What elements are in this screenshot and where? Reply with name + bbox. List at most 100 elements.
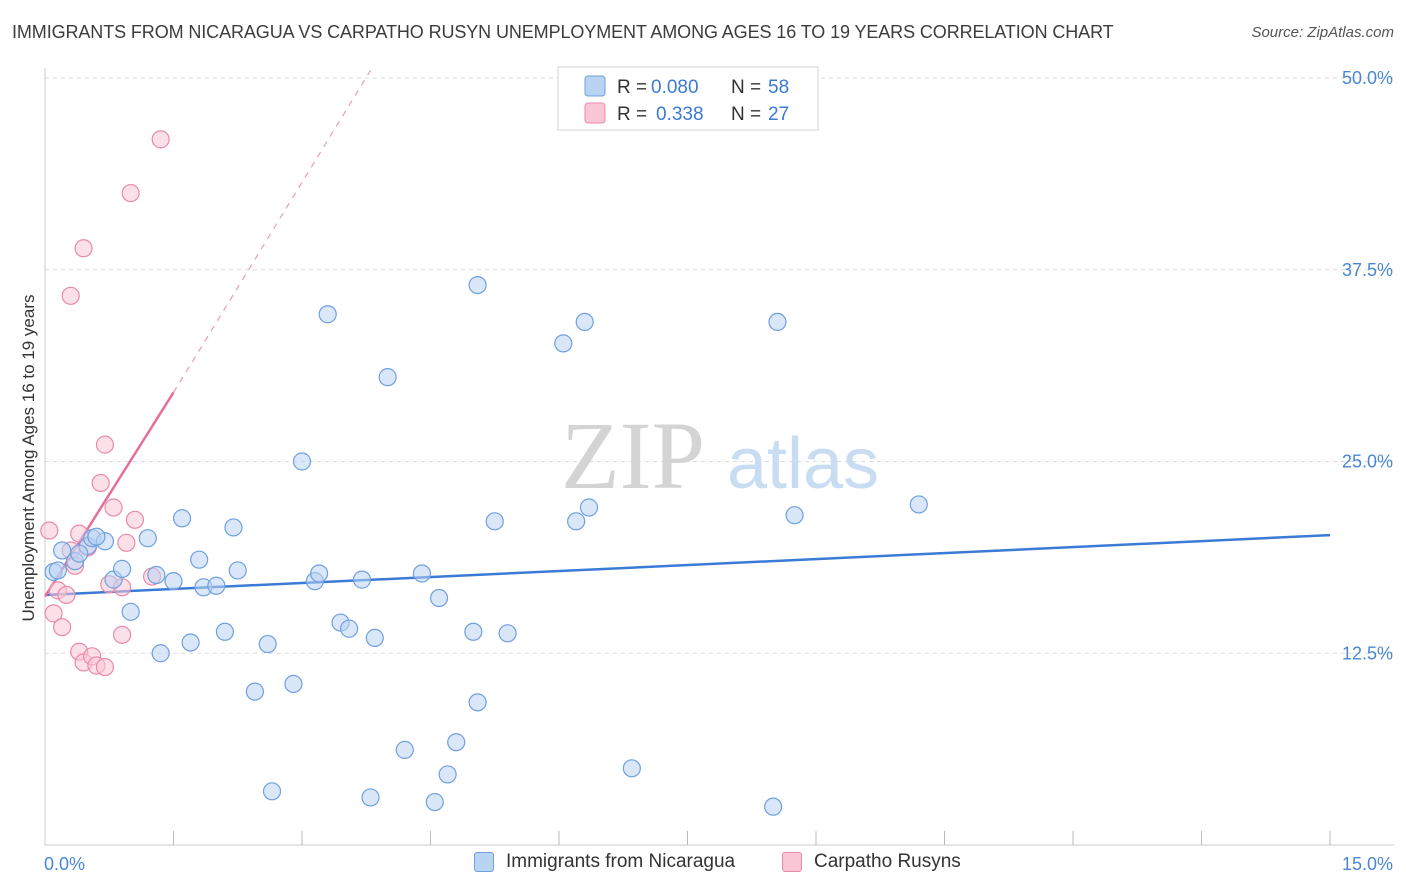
y-tick-label: 50.0% (1342, 68, 1393, 88)
legend-n-value: 58 (768, 77, 789, 98)
data-point-nicaragua (121, 602, 140, 621)
data-point-nicaragua (318, 305, 337, 324)
legend-swatch-pink (584, 102, 606, 124)
data-point-nicaragua (207, 576, 226, 595)
legend-n-label: N = (731, 104, 761, 125)
legend-item-carpatho: Carpatho Rusyns (782, 851, 961, 873)
data-point-nicaragua (164, 572, 183, 591)
data-point-carpatho (44, 604, 63, 623)
data-point-carpatho (95, 435, 115, 454)
data-point-nicaragua (622, 759, 641, 778)
legend-swatch-blue-bottom (474, 852, 494, 872)
data-point-carpatho (61, 286, 80, 305)
data-point-carpatho (57, 585, 76, 605)
data-point-nicaragua (361, 788, 380, 807)
data-point-nicaragua (464, 622, 483, 641)
y-tick-label: 12.5% (1342, 643, 1393, 663)
legend-r-value: 0.338 (656, 104, 704, 125)
legend-swatch-blue (584, 75, 606, 97)
chart-title: IMMIGRANTS FROM NICARAGUA VS CARPATHO RU… (12, 22, 1114, 42)
data-point-nicaragua (352, 570, 372, 589)
y-tick-label: 37.5% (1342, 260, 1393, 280)
data-point-nicaragua (378, 368, 397, 387)
data-point-nicaragua (48, 561, 67, 580)
data-point-carpatho (40, 521, 59, 540)
watermark-atlas: atlas (727, 424, 879, 504)
grid-layer (45, 77, 1394, 654)
data-point-nicaragua (190, 550, 209, 569)
data-point-nicaragua (112, 559, 132, 578)
legend-swatch-pink-bottom (782, 852, 802, 872)
data-point-carpatho (117, 533, 136, 552)
x-tick-label: 0.0% (44, 854, 85, 874)
legend-label-nicaragua: Immigrants from Nicaragua (506, 851, 736, 872)
data-point-carpatho (151, 130, 170, 149)
watermark-zip: ZIP (561, 402, 705, 509)
data-point-nicaragua (768, 312, 787, 332)
data-point-nicaragua (245, 682, 264, 701)
x-tick-label: 15.0% (1342, 854, 1393, 874)
stats-legend: R = 0.080 N = 58 R = 0.338 N = 27 (557, 66, 819, 131)
axis-layer: 12.5% 25.0% 37.5% 50.0% 0.0% 15.0% (44, 68, 1394, 874)
series-legend: Immigrants from Nicaragua Carpatho Rusyn… (0, 851, 1406, 879)
data-point-carpatho (112, 625, 132, 644)
legend-r-label: R = (617, 104, 647, 125)
trend-line-carpatho-extrapolated (172, 70, 372, 393)
data-point-nicaragua (292, 452, 312, 471)
trend-line-nicaragua (44, 533, 1331, 597)
legend-n-value: 27 (768, 104, 789, 125)
data-point-nicaragua (468, 693, 487, 712)
legend-r-label: R = (617, 77, 647, 98)
data-point-nicaragua (70, 544, 89, 563)
y-tick-label: 25.0% (1342, 452, 1393, 472)
data-point-nicaragua (284, 674, 303, 694)
data-point-carpatho (91, 473, 110, 493)
data-point-carpatho (104, 498, 123, 517)
legend-label-carpatho: Carpatho Rusyns (814, 851, 961, 872)
data-point-carpatho (53, 618, 72, 637)
data-point-nicaragua (151, 644, 170, 663)
data-point-nicaragua (425, 792, 444, 812)
data-point-nicaragua (215, 622, 234, 641)
data-point-nicaragua (224, 518, 243, 537)
data-point-nicaragua (498, 624, 517, 643)
data-point-nicaragua (438, 765, 457, 784)
data-point-carpatho (74, 239, 93, 258)
data-point-nicaragua (764, 797, 783, 816)
data-point-carpatho (95, 657, 115, 677)
data-point-carpatho (125, 510, 145, 529)
data-point-nicaragua (468, 275, 487, 295)
data-point-nicaragua (87, 527, 106, 546)
source-label: Source: ZipAtlas.com (1251, 24, 1394, 41)
data-point-nicaragua (554, 334, 573, 353)
data-point-nicaragua (310, 564, 329, 583)
data-point-nicaragua (785, 506, 804, 525)
points-layer (40, 130, 928, 816)
trend-layer (43, 70, 1331, 598)
data-point-nicaragua (485, 512, 504, 531)
data-point-nicaragua (181, 633, 200, 652)
data-point-nicaragua (340, 619, 359, 638)
data-point-nicaragua (138, 529, 157, 548)
data-point-nicaragua (395, 740, 414, 759)
watermark: ZIP atlas (561, 402, 879, 509)
legend-r-value: 0.080 (651, 77, 699, 98)
data-point-nicaragua (429, 588, 449, 608)
data-point-nicaragua (262, 782, 282, 801)
legend-n-label: N = (731, 77, 761, 98)
data-point-nicaragua (909, 495, 928, 514)
data-point-nicaragua (147, 565, 166, 585)
data-point-nicaragua (575, 312, 594, 332)
data-point-nicaragua (412, 564, 432, 583)
data-point-nicaragua (567, 512, 586, 531)
data-point-nicaragua (447, 733, 466, 752)
y-axis-label: Unemployment Among Ages 16 to 19 years (19, 295, 38, 622)
data-point-nicaragua (258, 634, 277, 654)
data-point-nicaragua (365, 628, 384, 648)
data-point-nicaragua (579, 498, 599, 517)
data-point-nicaragua (172, 509, 192, 528)
legend-item-nicaragua: Immigrants from Nicaragua (474, 851, 735, 873)
data-point-nicaragua (53, 541, 72, 560)
data-point-carpatho (121, 183, 140, 203)
